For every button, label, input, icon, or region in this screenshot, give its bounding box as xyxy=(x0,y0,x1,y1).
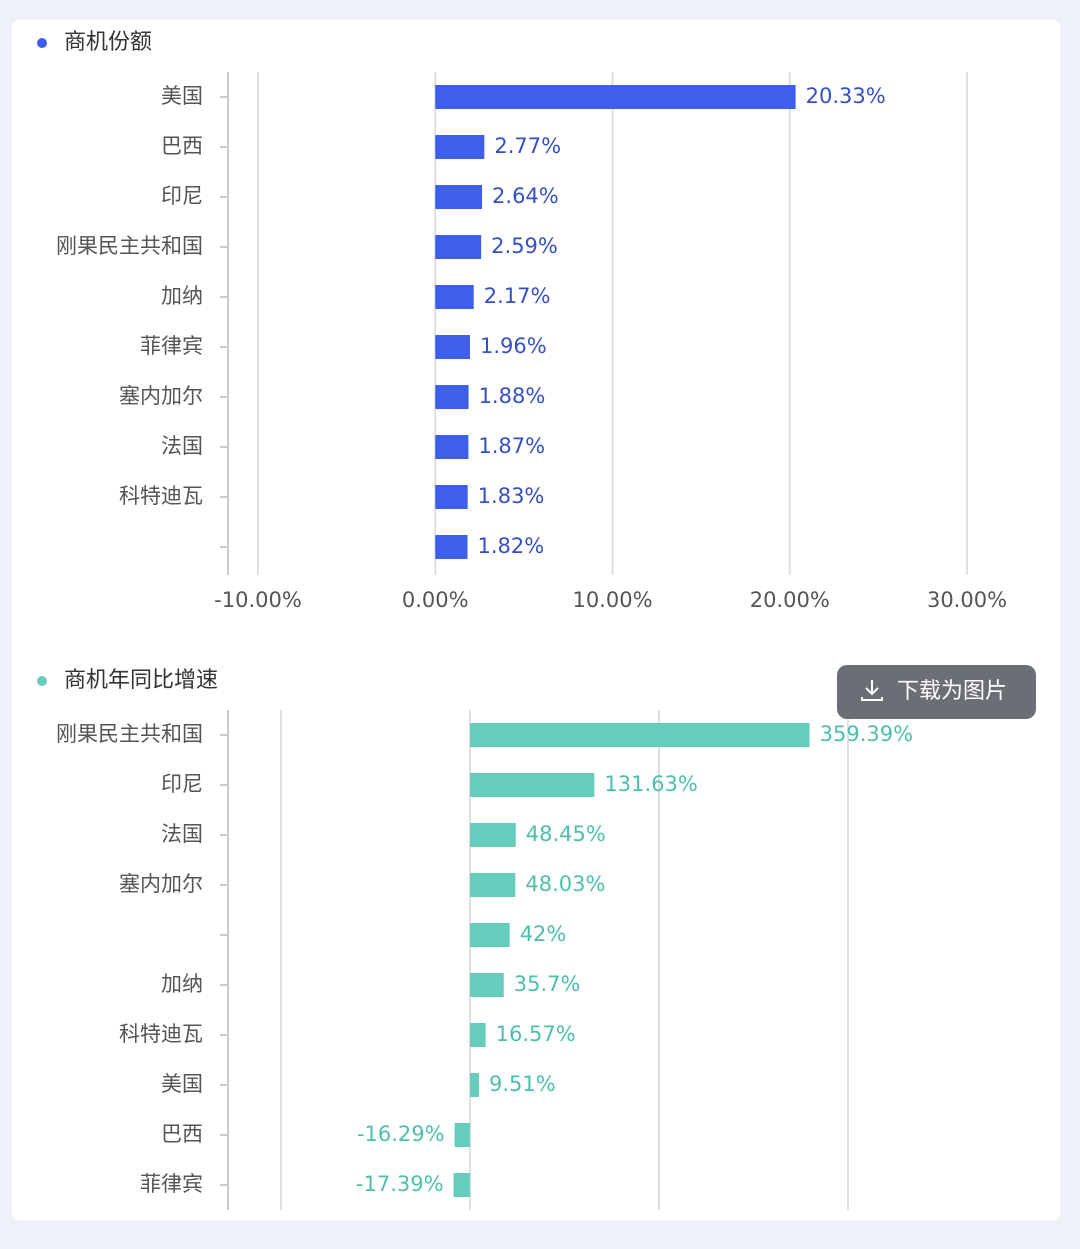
value-label: 1.87% xyxy=(478,434,545,458)
value-label: 35.7% xyxy=(514,972,581,996)
value-label: -16.29% xyxy=(357,1122,445,1146)
value-label: 1.88% xyxy=(479,384,546,408)
download-icon[interactable] xyxy=(861,680,883,701)
y-tick-label: 印尼 xyxy=(161,184,203,208)
x-tick-label: -10.00% xyxy=(214,588,302,612)
bar xyxy=(470,923,510,947)
x-tick-label: 30.00% xyxy=(927,588,1007,612)
y-tick-label: 美国 xyxy=(161,84,203,108)
bar xyxy=(435,235,482,259)
y-tick-label: 加纳 xyxy=(161,972,203,996)
bar xyxy=(435,285,474,309)
y-tick-label: 法国 xyxy=(161,822,203,846)
value-label: 48.45% xyxy=(526,822,606,846)
button-label[interactable]: 下载为图片 xyxy=(897,679,1007,704)
value-label: 42% xyxy=(520,922,567,946)
value-label: 48.03% xyxy=(525,872,605,896)
y-tick-label: 科特迪瓦 xyxy=(119,1022,203,1046)
y-tick-label: 刚果民主共和国 xyxy=(56,234,203,258)
value-label: 2.64% xyxy=(492,184,559,208)
value-label: 1.83% xyxy=(478,484,545,508)
y-tick-label: 科特迪瓦 xyxy=(119,484,203,508)
y-tick-label: 刚果民主共和国 xyxy=(56,722,203,746)
bar xyxy=(470,973,504,997)
y-tick-label: 塞内加尔 xyxy=(119,872,203,896)
value-label: 1.82% xyxy=(478,534,545,558)
bar xyxy=(435,85,796,109)
bar xyxy=(470,1073,479,1097)
y-tick-label: 巴西 xyxy=(161,134,203,158)
y-tick-label: 印尼 xyxy=(161,772,203,796)
bar xyxy=(470,723,810,747)
chart-title: 商机份额 xyxy=(64,30,152,55)
value-label: 359.39% xyxy=(820,722,913,746)
bar xyxy=(470,823,516,847)
y-tick-label: 菲律宾 xyxy=(140,334,203,358)
bar xyxy=(470,1023,486,1047)
title-dot xyxy=(37,38,47,48)
bar xyxy=(470,773,595,797)
value-label: 9.51% xyxy=(489,1072,556,1096)
bar xyxy=(435,185,483,209)
value-label: 16.57% xyxy=(496,1022,576,1046)
button-bg[interactable] xyxy=(837,665,1036,719)
value-label: 2.77% xyxy=(494,134,561,158)
value-label: 131.63% xyxy=(604,772,697,796)
chart-title: 商机年同比增速 xyxy=(64,668,218,693)
card xyxy=(12,20,1060,1220)
y-tick-label: 美国 xyxy=(161,1072,203,1096)
bar xyxy=(470,873,516,897)
y-tick-label: 加纳 xyxy=(161,284,203,308)
value-label: 2.17% xyxy=(484,284,551,308)
value-label: 2.59% xyxy=(491,234,558,258)
value-label: 20.33% xyxy=(806,84,886,108)
title-dot xyxy=(37,676,47,686)
bar xyxy=(454,1123,470,1147)
y-tick-label: 菲律宾 xyxy=(140,1172,203,1196)
x-tick-label: 10.00% xyxy=(572,588,652,612)
y-tick-label: 巴西 xyxy=(161,1122,203,1146)
x-tick-label: 20.00% xyxy=(750,588,830,612)
bar xyxy=(453,1173,470,1197)
value-label: -17.39% xyxy=(356,1172,444,1196)
x-tick-label: 0.00% xyxy=(402,588,469,612)
bar xyxy=(435,135,485,159)
value-label: 1.96% xyxy=(480,334,547,358)
download-button[interactable]: 下载为图片 xyxy=(837,665,1036,719)
y-tick-label: 塞内加尔 xyxy=(119,384,203,408)
bar xyxy=(435,435,469,459)
bar xyxy=(435,335,470,359)
bar xyxy=(435,385,469,409)
bar xyxy=(435,535,468,559)
y-tick-label: 法国 xyxy=(161,434,203,458)
bar xyxy=(435,485,468,509)
